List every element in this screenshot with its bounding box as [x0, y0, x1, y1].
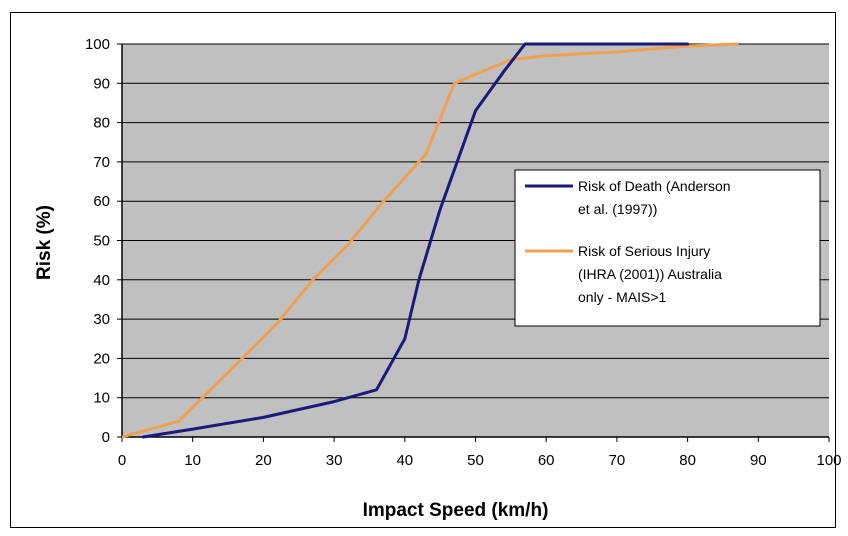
y-tick-label: 50 — [93, 233, 110, 250]
y-tick-label: 70 — [93, 154, 110, 171]
series-lines — [122, 42, 739, 439]
x-tick-label: 40 — [396, 452, 413, 469]
x-tick-label: 30 — [326, 452, 343, 469]
series-line-risk-of-death — [141, 42, 690, 439]
y-tick-label: 30 — [93, 311, 110, 328]
x-tick-label: 100 — [816, 452, 841, 469]
y-tick-label: 10 — [93, 390, 110, 407]
y-tick-label: 40 — [93, 272, 110, 289]
series-line-risk-of-serious-injury — [122, 42, 739, 439]
x-tick-label: 60 — [538, 452, 555, 469]
y-tick-label: 100 — [85, 36, 110, 53]
x-tick-labels: 0 10 20 30 40 50 60 70 80 90 100 — [118, 452, 842, 469]
x-tick-label: 80 — [679, 452, 696, 469]
y-tick-label: 60 — [93, 193, 110, 210]
x-axis-title: Impact Speed (km/h) — [363, 500, 549, 521]
y-tick-labels: 0 10 20 30 40 50 60 70 80 90 100 — [85, 36, 110, 446]
x-tick-label: 20 — [255, 452, 272, 469]
legend: Risk of Death (Anderson et al. (1997)) Ris… — [514, 169, 821, 327]
y-tick-label: 80 — [93, 115, 110, 132]
x-tick-label: 70 — [609, 452, 626, 469]
y-tick-label: 0 — [102, 429, 110, 446]
y-tick-label: 90 — [93, 75, 110, 92]
x-tick-label: 10 — [184, 452, 201, 469]
y-axis-title: Risk (%) — [34, 205, 55, 280]
y-tick-label: 20 — [93, 350, 110, 367]
legend-label: Risk of Serious Injury — [578, 243, 710, 259]
legend-label: only - MAIS>1 — [578, 289, 667, 305]
x-tick-label: 50 — [467, 452, 484, 469]
x-tick-label: 0 — [118, 452, 126, 469]
axes — [121, 44, 829, 438]
legend-label: (IHRA (2001)) Australia — [578, 266, 722, 282]
legend-box — [514, 169, 821, 327]
legend-label: et al. (1997)) — [578, 201, 657, 217]
legend-label: Risk of Death (Anderson — [578, 178, 731, 194]
gridlines — [117, 43, 830, 442]
x-tick-label: 90 — [750, 452, 767, 469]
